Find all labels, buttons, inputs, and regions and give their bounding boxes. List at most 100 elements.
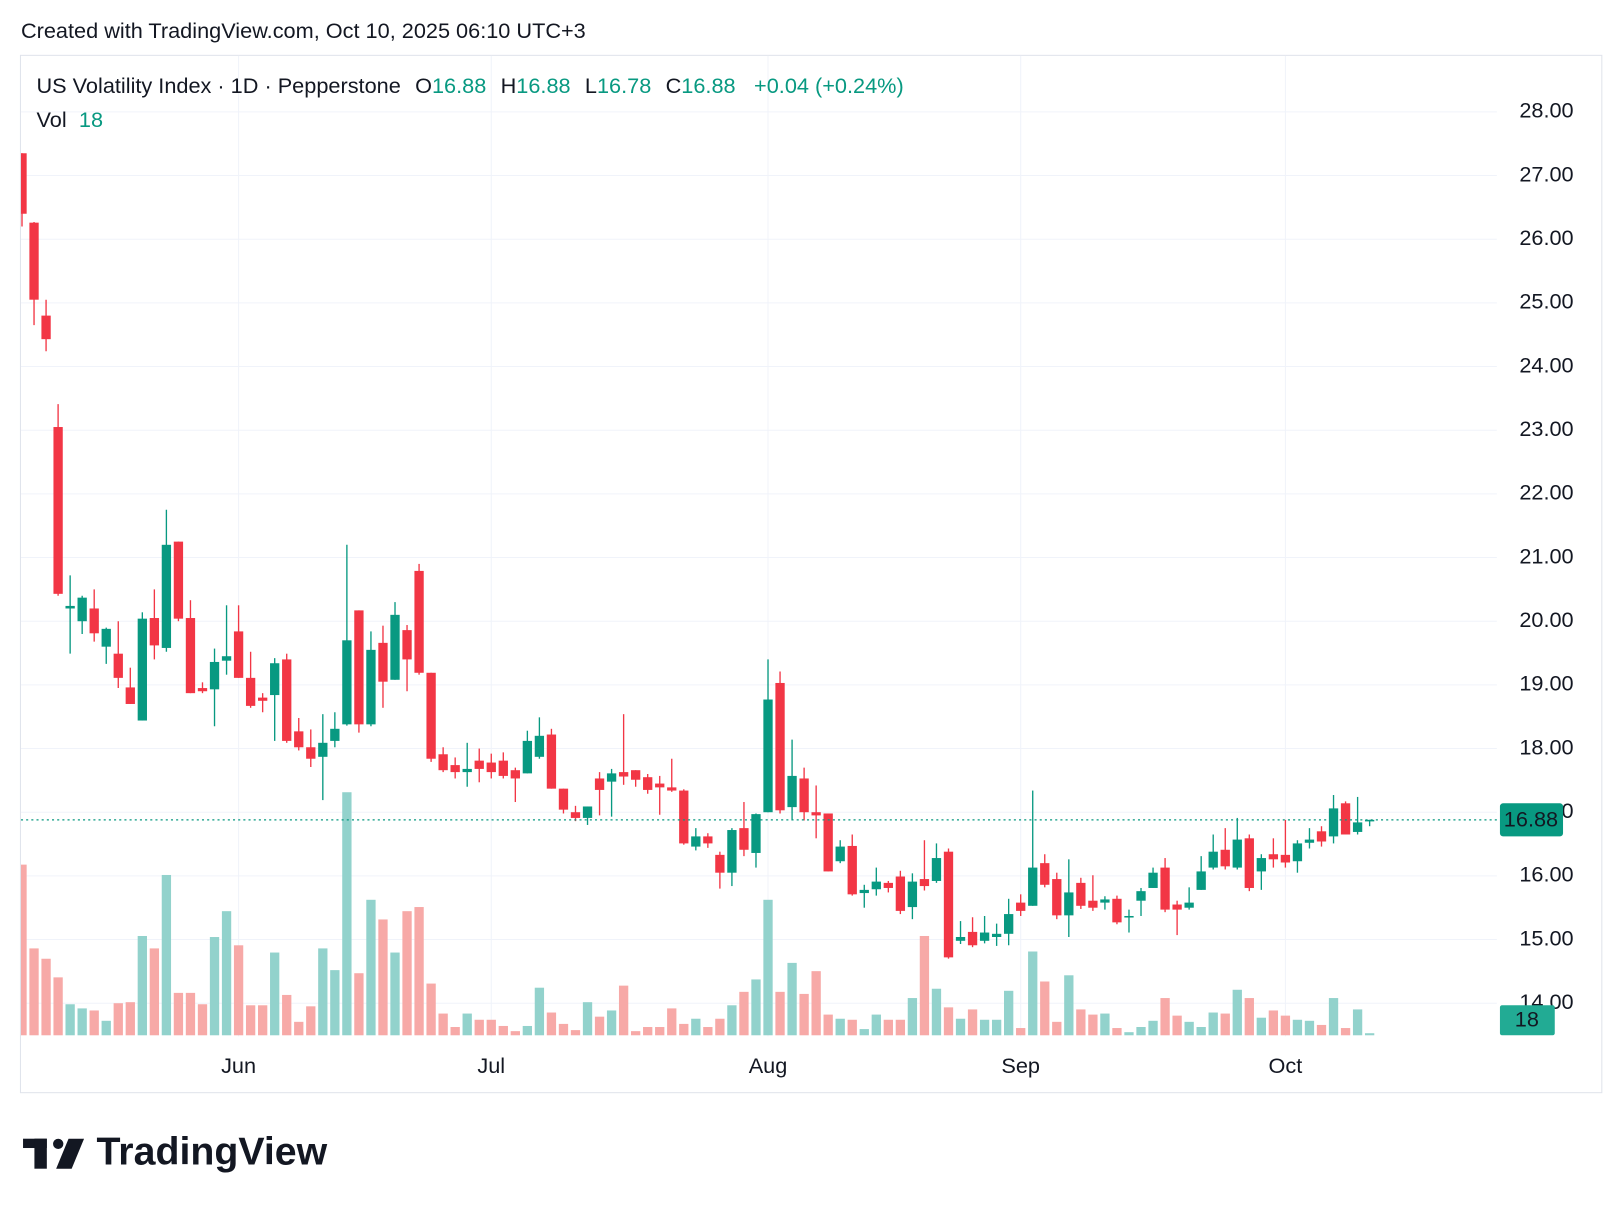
candle-body [450,765,460,773]
volume-bar [991,1019,1002,1036]
volume-bar [955,1018,966,1036]
volume-bar [1244,998,1254,1036]
volume-bar [967,1009,978,1036]
candle-body [306,747,316,759]
volume-bar [1052,1021,1062,1036]
candle-body [739,828,749,850]
candle-body [209,661,220,690]
candle-body [282,659,292,741]
candle-body [655,783,665,788]
candle-body [943,851,954,958]
volume-bar [20,864,27,1036]
candle-body [89,608,99,634]
volume-bar [522,1025,533,1036]
candle-body [919,879,930,887]
volume-bar [306,1006,316,1036]
volume-bar [1268,1010,1279,1036]
candle-body [1256,858,1266,872]
volume-bar [209,937,220,1036]
candle-body [1076,882,1086,906]
x-tick-label: Jul [477,1053,505,1078]
candle-body [245,677,256,706]
volume-bar [1172,1015,1182,1036]
y-tick-label: 28.00 [1519,98,1573,123]
volume-bar [498,1025,508,1036]
volume-bar [173,992,184,1036]
candle-pane [20,153,1375,959]
volume-bar [763,899,773,1036]
volume-bar [1160,998,1170,1036]
symbol-title: US Volatility Index · 1D · Pepperstone [36,73,400,98]
volume-bar [1280,1015,1291,1036]
volume-bar [438,1013,448,1036]
volume-bar [1232,989,1242,1036]
volume-badge [1499,1005,1555,1036]
candle-body [101,628,111,647]
candle-body [691,836,701,847]
volume-bar [89,1010,99,1036]
volume-bar [1148,1020,1158,1036]
volume-bar [1040,981,1050,1036]
volume-bar [1316,1024,1327,1036]
candle-body [582,806,593,818]
volume-bar [1256,1017,1266,1036]
volume-bar [318,948,328,1036]
volume-bar [366,899,376,1036]
candle-body [137,618,147,721]
candle-body [41,315,51,340]
candle-body [931,858,942,881]
volume-bar [1304,1020,1315,1036]
candle-body [799,778,809,813]
volume-bar [101,1020,111,1036]
chart-frame [19,54,1603,1094]
x-tick-label: Sep [1001,1053,1040,1078]
candle-body [378,642,388,682]
volume-bar [931,988,942,1036]
volume-bar [811,971,821,1036]
volume-bar [1292,1019,1303,1036]
volume-bar [835,1018,845,1036]
y-tick-label: 25.00 [1519,289,1573,314]
candle-body [859,889,869,894]
volume-bar [943,1007,954,1036]
brand-name: TradingView [96,1130,327,1174]
logo-shape [53,1138,64,1150]
candle-body [775,682,785,811]
candle-body [53,427,63,594]
candle-body [390,614,400,680]
volume-bar [979,1019,990,1036]
candle-body [847,845,857,895]
volume-bar [570,1030,581,1036]
candle-body [185,618,196,694]
candle-body [1100,899,1110,903]
volume-bar [546,1012,557,1036]
candle-body [318,742,328,757]
candle-body [1016,902,1026,911]
candle-body [643,777,653,790]
candle-body [835,846,845,862]
volume-bar [1016,1028,1026,1036]
volume-bar [907,998,918,1036]
volume-bar [534,987,545,1036]
candle-body [1328,808,1339,837]
candle-body [1196,871,1206,890]
logo-shape [56,1138,85,1169]
volume-bar [1112,1028,1122,1036]
candle-body [1124,915,1134,918]
y-tick-label: 23.00 [1519,416,1573,441]
volume-bar [787,962,797,1036]
candle-body [787,775,797,808]
candle-body [895,876,906,911]
volume-bar [1208,1012,1218,1036]
candle-body [20,153,27,214]
volume-bar [919,935,930,1036]
candle-body [1148,872,1158,888]
volume-bar [77,1008,87,1036]
volume-bar [197,1004,208,1036]
volume-bar [643,1027,653,1036]
y-tick-label: 26.00 [1519,225,1573,250]
volume-bar [618,985,629,1036]
candle-body [883,882,893,888]
volume-bar [679,1023,689,1036]
volume-bar [1196,1027,1206,1036]
